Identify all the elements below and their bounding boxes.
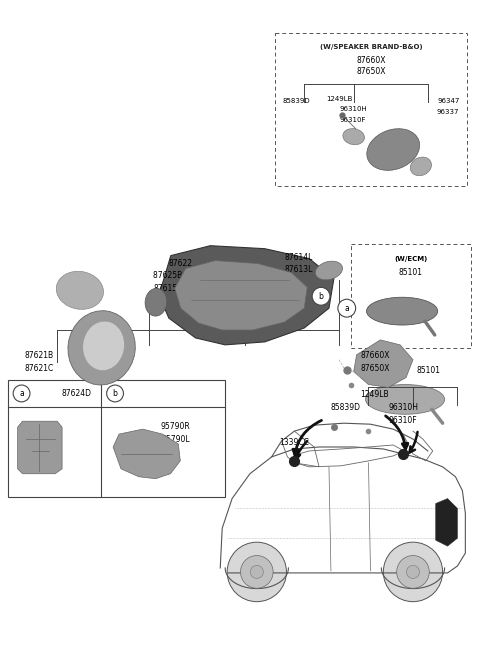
Polygon shape: [18, 421, 62, 474]
Circle shape: [312, 287, 330, 306]
Ellipse shape: [366, 384, 444, 415]
Polygon shape: [436, 499, 457, 546]
Text: (W/SPEAKER BRAND-B&O): (W/SPEAKER BRAND-B&O): [320, 45, 422, 51]
Circle shape: [227, 542, 287, 602]
Text: 85101: 85101: [417, 366, 441, 374]
Text: 1249LB: 1249LB: [360, 390, 389, 399]
Text: 96310H: 96310H: [388, 403, 418, 413]
Bar: [351, 244, 471, 348]
Text: 85101: 85101: [399, 267, 423, 277]
Polygon shape: [159, 246, 334, 345]
Text: b: b: [319, 292, 324, 301]
Text: 96347: 96347: [437, 98, 459, 104]
Text: a: a: [344, 304, 349, 313]
Ellipse shape: [410, 157, 432, 175]
Text: 85839D: 85839D: [331, 403, 361, 413]
Text: 95790L: 95790L: [161, 435, 190, 444]
Polygon shape: [113, 429, 180, 479]
Text: 96310F: 96310F: [340, 117, 366, 123]
Text: 87660X: 87660X: [356, 57, 386, 65]
Text: 87613L: 87613L: [285, 265, 313, 275]
Text: 1249LB: 1249LB: [326, 96, 352, 102]
Circle shape: [407, 566, 420, 578]
Text: 87625B 87612: 87625B 87612: [153, 271, 209, 281]
Text: a: a: [19, 389, 24, 398]
Text: 87621C: 87621C: [24, 363, 54, 373]
Circle shape: [240, 556, 273, 588]
Text: 87622: 87622: [169, 258, 193, 267]
Ellipse shape: [343, 129, 364, 145]
Text: 87606A: 87606A: [230, 287, 260, 296]
Text: 87615B: 87615B: [153, 284, 182, 293]
Ellipse shape: [367, 129, 420, 170]
Text: 87650X: 87650X: [356, 67, 386, 76]
Text: 87614L: 87614L: [285, 252, 313, 261]
Circle shape: [338, 299, 356, 317]
Text: 96337: 96337: [437, 109, 459, 115]
Circle shape: [13, 385, 30, 402]
Text: 96310H: 96310H: [340, 106, 368, 112]
Circle shape: [250, 566, 264, 578]
Ellipse shape: [56, 271, 104, 309]
Ellipse shape: [367, 297, 438, 325]
Bar: [8, 380, 225, 497]
Circle shape: [384, 542, 443, 602]
Text: 87624D: 87624D: [62, 389, 92, 398]
Text: 87650X: 87650X: [360, 363, 390, 373]
Text: (W/ECM): (W/ECM): [395, 256, 428, 261]
Bar: [275, 33, 468, 186]
Text: b: b: [113, 389, 118, 398]
Circle shape: [107, 385, 123, 402]
Text: 95790R: 95790R: [160, 422, 190, 431]
Text: 87605A: 87605A: [230, 299, 260, 308]
Text: 96310F: 96310F: [388, 416, 417, 425]
Polygon shape: [354, 340, 413, 388]
Ellipse shape: [83, 321, 124, 371]
Text: 87660X: 87660X: [360, 351, 390, 360]
Text: 1339CC: 1339CC: [279, 438, 310, 447]
Circle shape: [396, 556, 429, 588]
Ellipse shape: [315, 261, 343, 280]
Text: 87621B: 87621B: [24, 351, 54, 360]
Ellipse shape: [68, 311, 135, 385]
Text: 85839D: 85839D: [283, 98, 310, 104]
Ellipse shape: [145, 288, 167, 316]
Polygon shape: [175, 261, 307, 330]
